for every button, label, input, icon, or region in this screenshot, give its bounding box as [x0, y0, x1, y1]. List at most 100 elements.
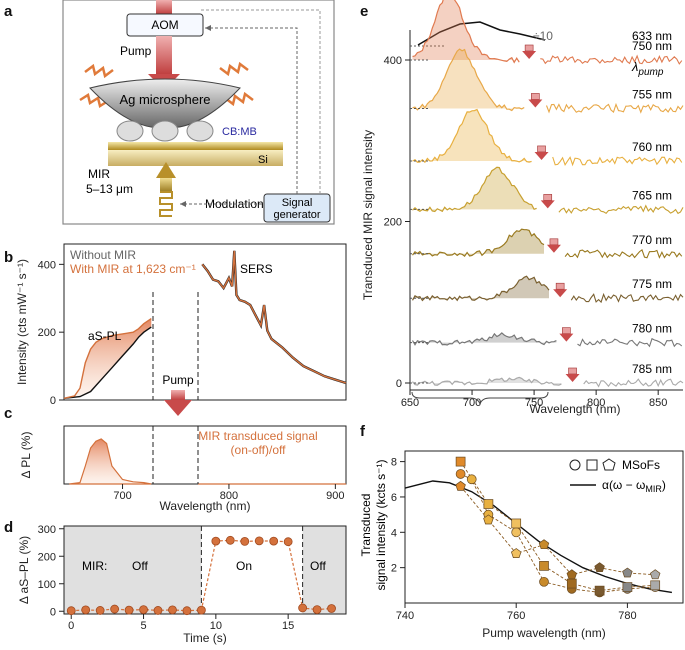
panel-b-label-sers: SERS	[240, 262, 273, 276]
panel-b-ytick-label: 400	[38, 259, 56, 271]
panel-e-xtick-label: 800	[587, 397, 605, 409]
panel-f-xtick-label: 780	[618, 610, 636, 622]
panel-f-legend-circle	[569, 459, 581, 471]
signal-generator-label-2: generator	[273, 209, 320, 221]
panel-c-annotation-1: MIR transduced signal	[198, 429, 317, 443]
panel-f-point-square	[650, 580, 661, 591]
panel-e-line-770	[412, 228, 545, 258]
panel-d-ytick-label: 100	[38, 579, 56, 591]
panel-e-line-right-775	[570, 292, 684, 304]
panel-f-yticks: 2 4 6 8	[391, 457, 405, 575]
panel-b-pump-arrowhead	[164, 400, 192, 416]
mir-pulses	[159, 191, 173, 217]
scatter-wave-right-top	[219, 61, 249, 77]
panel-d-point	[196, 605, 206, 615]
pump-beam-top	[156, 0, 172, 14]
panel-f-ytick-label: 2	[391, 563, 397, 575]
panel-f-ytick-label: 6	[391, 492, 397, 504]
panel-e-reference-633	[417, 21, 546, 46]
panel-f-connector-pentagon	[460, 486, 656, 576]
panel-f-point-square	[455, 456, 466, 467]
signal-generator-label-1: Signal	[282, 197, 313, 209]
panel-d-point	[153, 606, 163, 615]
panel-b-yticks: 0 200 400	[38, 259, 64, 407]
panel-e-label-755: 755 nm	[632, 87, 672, 101]
panel-label-c: c	[4, 405, 12, 422]
panel-d-yticks: 0 100 200 300	[38, 524, 64, 618]
panel-e-label-760: 760 nm	[632, 140, 672, 154]
panel-e-line-right-780	[577, 337, 683, 348]
panel-e-label-785: 785 nm	[632, 362, 672, 376]
panel-e-pump-arrow-shaft-775	[555, 282, 565, 290]
panel-f-point-circle	[455, 469, 466, 479]
panel-e-line-755	[412, 48, 525, 112]
panel-c-xtick-label: 700	[113, 490, 131, 502]
panel-d-ytick-label: 0	[50, 606, 56, 618]
panel-d-ytick-label: 200	[38, 551, 56, 563]
panel-f-point-square	[539, 561, 549, 571]
panel-e-pump-arrow-shaft-770	[549, 238, 559, 246]
panel-e-line-760	[412, 108, 532, 164]
panel-d-point	[81, 605, 91, 615]
mir-arrowhead	[156, 162, 176, 178]
scatter-wave-right	[224, 91, 254, 107]
panel-f-point-pentagon	[649, 569, 661, 580]
panel-f-ytick-label: 8	[391, 457, 397, 469]
panel-e-pump-arrow-785	[565, 374, 580, 382]
panel-e-reference-label: 633 nm	[632, 29, 672, 43]
reference-line	[200, 9, 321, 194]
panel-e-fill-775	[412, 276, 549, 301]
panel-f-legend-square	[586, 459, 598, 471]
panel-e-ylabel: Transduced MIR signal intensity	[361, 130, 375, 300]
panel-e-pump-arrow-780	[559, 333, 574, 342]
panel-c-chart: MIR transduced signal (on-off)/off Δ PL …	[19, 425, 347, 513]
si-substrate	[108, 150, 283, 166]
panel-e-fill-770	[412, 229, 544, 257]
panel-d-xlabel: Time (s)	[183, 631, 227, 645]
panel-d-label-off-2: Off	[310, 559, 326, 573]
panel-label-e: e	[360, 3, 368, 20]
panel-e-line-right-785	[583, 378, 684, 388]
panel-b-series-with-mir	[63, 318, 152, 399]
panel-c-xtick-label: 800	[220, 490, 238, 502]
panel-e-ytick-label: 0	[396, 378, 402, 390]
panel-f-point-pentagon	[594, 562, 605, 573]
panel-e-xticks: 650 700 750 800 850	[401, 390, 667, 409]
panel-f-xticks: 740 760 780	[396, 603, 637, 622]
panel-d-xtick-label: 10	[210, 620, 222, 632]
panel-e-range-brace	[411, 391, 549, 406]
panel-b-label-aspl: aS-PL	[88, 329, 122, 343]
panel-f-point-square	[483, 499, 494, 509]
panel-f-point-square	[566, 578, 577, 589]
pump-label: Pump	[120, 44, 152, 58]
panel-e-label-765: 765 nm	[632, 188, 672, 202]
panel-e-label-775: 775 nm	[632, 277, 672, 291]
panel-f-point-pentagon	[483, 514, 494, 525]
panel-e-fill-760	[412, 109, 532, 163]
molecule-layer	[116, 120, 214, 142]
panel-c-annotation-2: (on-off)/off	[231, 443, 287, 457]
panel-e-pump-arrow-775	[553, 289, 568, 298]
scatter-wave-left-top	[84, 63, 114, 79]
panel-d-point	[327, 604, 336, 613]
panel-label-d: d	[4, 519, 13, 536]
panel-e-xlabel: Wavelength (nm)	[530, 402, 621, 416]
panel-e-fill-765	[412, 167, 537, 212]
panel-d-point	[95, 606, 105, 615]
panel-label-f: f	[360, 423, 366, 440]
panel-e-line-785	[412, 376, 562, 386]
panel-d-label-mir: MIR:	[82, 559, 107, 573]
panel-b-series-without-mir	[63, 326, 152, 399]
panel-b-difference-fill	[64, 318, 152, 399]
mir-beam	[160, 178, 172, 192]
panel-d-point	[240, 537, 250, 546]
ag-microsphere-label: Ag microsphere	[119, 92, 210, 107]
panel-e-line-right-750	[540, 54, 683, 65]
panel-e-line-775	[411, 275, 550, 302]
panel-b-ytick-label: 0	[50, 395, 56, 407]
panel-f-chart: 2 4 6 8 740 760 780 Transduced signal intensi…	[359, 450, 684, 640]
panel-e-xtick-label: 750	[525, 397, 543, 409]
panel-d-ylabel: Δ aS–PL (%)	[17, 536, 31, 604]
panel-e-pump-arrow-765	[540, 200, 555, 209]
